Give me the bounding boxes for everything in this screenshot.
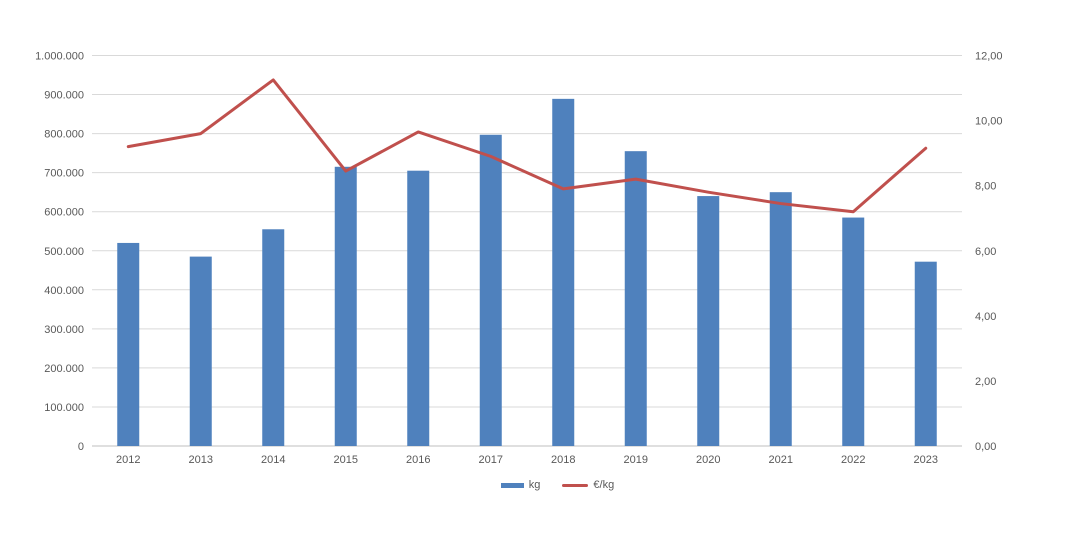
left-axis-tick-label: 200.000 <box>44 363 84 375</box>
bar-2015 <box>334 166 357 447</box>
x-axis-label: 2016 <box>406 454 430 466</box>
left-axis-tick-label: 800.000 <box>44 129 84 141</box>
price-line <box>126 78 928 214</box>
left-axis-tick-label: 400.000 <box>44 285 84 297</box>
bar-2020 <box>697 196 720 446</box>
bar-2014 <box>262 229 285 446</box>
legend-item-eur-per-kg: €/kg <box>562 479 614 491</box>
left-axis-tick-label: 500.000 <box>44 246 84 258</box>
bar-2013 <box>189 256 212 446</box>
bar-2012 <box>117 242 140 446</box>
right-axis-tick-label: 6,00 <box>975 246 996 258</box>
left-axis-tick-label: 1.000.000 <box>35 51 84 63</box>
bar-2016 <box>407 170 430 446</box>
left-axis-tick-label: 600.000 <box>44 207 84 219</box>
bar-2022 <box>842 217 865 446</box>
x-axis-label: 2022 <box>841 454 865 466</box>
bar-2023 <box>914 261 937 446</box>
x-axis-label: 2018 <box>551 454 575 466</box>
x-axis-label: 2013 <box>189 454 213 466</box>
chart-legend: kg €/kg <box>23 479 1069 491</box>
left-axis-tick-label: 0 <box>78 441 84 453</box>
right-axis-tick-label: 12,00 <box>975 51 1003 63</box>
right-axis-tick-label: 8,00 <box>975 181 996 193</box>
x-axis-label: 2020 <box>696 454 720 466</box>
left-axis-tick-label: 300.000 <box>44 324 84 336</box>
x-axis-label: 2021 <box>769 454 793 466</box>
legend-label-kg: kg <box>528 479 541 491</box>
x-axis-label: 2012 <box>116 454 140 466</box>
legend-label-eur-per-kg: €/kg <box>593 479 615 491</box>
left-axis-tick-label: 100.000 <box>44 402 84 414</box>
bar-series-swatch-icon <box>500 482 524 488</box>
x-axis-label: 2015 <box>334 454 358 466</box>
x-axis-label: 2023 <box>914 454 938 466</box>
left-axis-tick-label: 900.000 <box>44 90 84 102</box>
right-axis-tick-label: 4,00 <box>975 311 996 323</box>
right-axis-tick-label: 2,00 <box>975 376 996 388</box>
right-axis-tick-label: 10,00 <box>975 116 1003 128</box>
x-axis-label: 2014 <box>261 454 285 466</box>
x-axis-label: 2017 <box>479 454 503 466</box>
bar-2019 <box>624 151 647 447</box>
legend-item-kg: kg <box>500 479 541 491</box>
x-axis-label: 2019 <box>624 454 648 466</box>
right-axis-tick-label: 0,00 <box>975 441 996 453</box>
bar-2018 <box>552 98 575 447</box>
line-series-swatch-icon <box>562 483 589 487</box>
left-axis-tick-label: 700.000 <box>44 168 84 180</box>
bar-2021 <box>769 192 792 446</box>
bar-2017 <box>479 134 502 447</box>
